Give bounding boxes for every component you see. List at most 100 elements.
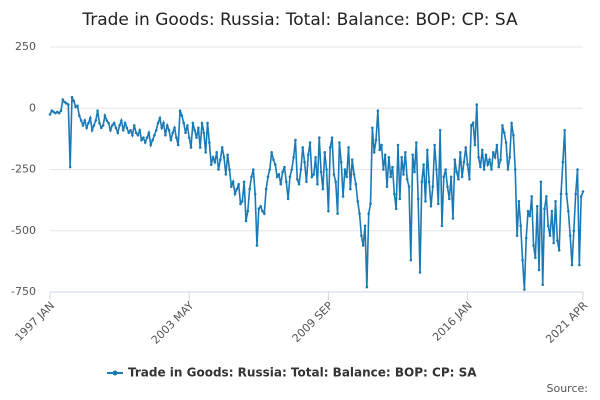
point: [334, 180, 338, 184]
point: [211, 155, 215, 159]
point: [570, 263, 574, 267]
point: [301, 146, 305, 149]
point: [501, 124, 504, 127]
point: [528, 214, 532, 218]
point: [537, 268, 541, 272]
point: [376, 109, 380, 112]
point: [545, 195, 548, 198]
point: [213, 160, 217, 164]
point: [215, 151, 218, 154]
point: [222, 155, 226, 159]
point: [70, 95, 74, 99]
point: [350, 158, 354, 161]
point: [486, 163, 490, 166]
point: [299, 168, 303, 171]
point: [275, 175, 279, 179]
point: [568, 234, 572, 237]
point: [63, 100, 66, 104]
point: [226, 153, 229, 157]
series-line: [49, 96, 584, 290]
point: [426, 148, 429, 152]
point: [67, 103, 70, 106]
point: [455, 170, 458, 174]
point: [407, 185, 411, 188]
point: [314, 155, 317, 159]
point: [574, 192, 577, 196]
point: [480, 148, 484, 152]
point: [308, 141, 312, 144]
point: [418, 271, 422, 274]
point: [347, 146, 350, 149]
point: [394, 207, 398, 210]
point: [151, 138, 154, 142]
point: [131, 133, 134, 137]
point: [129, 129, 132, 132]
point: [579, 195, 583, 198]
point: [532, 244, 535, 247]
point: [440, 224, 444, 228]
point: [506, 168, 510, 171]
point: [510, 121, 513, 125]
point: [224, 173, 228, 176]
point: [68, 165, 72, 169]
point: [235, 187, 239, 191]
point: [523, 288, 526, 291]
point: [78, 114, 81, 117]
point: [438, 129, 442, 132]
point: [517, 200, 521, 203]
point: [279, 182, 283, 186]
point: [107, 121, 110, 125]
point: [530, 195, 534, 198]
point: [427, 180, 431, 184]
point: [365, 285, 369, 289]
point: [389, 175, 392, 179]
point: [250, 175, 253, 179]
legend-marker: [112, 370, 118, 376]
y-tick-label: -750: [11, 285, 36, 298]
point: [231, 180, 235, 184]
point: [57, 111, 61, 115]
point: [469, 124, 473, 127]
point: [449, 175, 453, 179]
point: [147, 131, 151, 135]
point: [310, 175, 314, 179]
point: [143, 141, 147, 144]
point: [526, 209, 530, 213]
point: [277, 173, 281, 176]
point: [446, 185, 449, 188]
point: [515, 234, 519, 237]
point: [292, 155, 295, 159]
point: [565, 192, 568, 196]
point: [488, 158, 491, 161]
point: [193, 129, 196, 132]
point: [497, 165, 501, 169]
point: [286, 197, 290, 201]
point: [369, 202, 372, 206]
point: [458, 151, 462, 154]
point: [191, 121, 195, 125]
point: [142, 136, 145, 139]
point: [502, 131, 506, 135]
point: [167, 129, 171, 132]
point: [242, 180, 246, 184]
point: [508, 155, 512, 159]
point: [316, 182, 319, 186]
point: [581, 190, 585, 193]
point: [85, 126, 88, 130]
point: [330, 136, 334, 139]
point: [273, 163, 277, 166]
point: [123, 121, 127, 125]
point: [404, 151, 407, 154]
point: [336, 212, 339, 215]
point: [380, 143, 383, 147]
point: [134, 131, 138, 135]
point: [209, 163, 213, 166]
point: [164, 133, 167, 137]
point: [76, 104, 79, 108]
y-tick-label: -500: [11, 224, 36, 237]
point: [557, 249, 561, 252]
point: [154, 129, 158, 132]
point: [262, 212, 266, 215]
point: [451, 217, 455, 220]
point: [98, 121, 101, 125]
